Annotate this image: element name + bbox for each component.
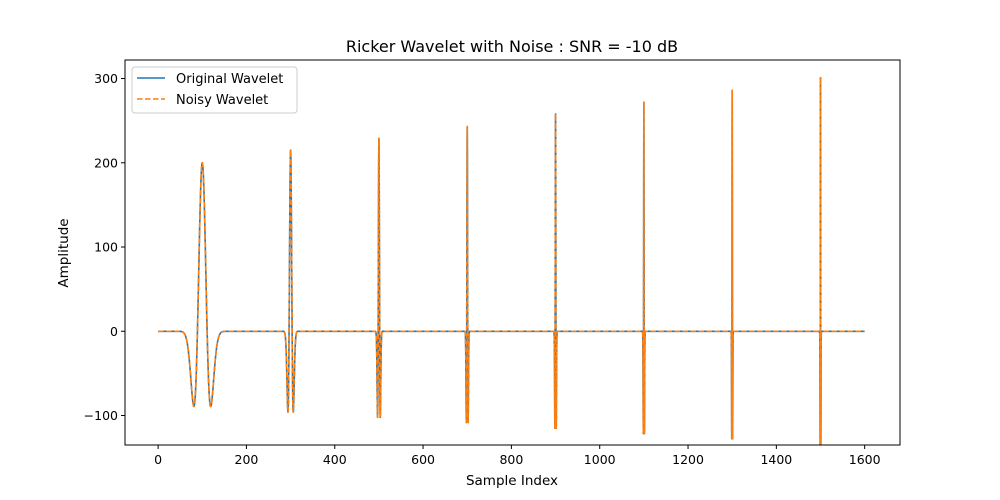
- x-tick-label: 200: [235, 452, 259, 467]
- wavelet-peak-point: [819, 76, 822, 79]
- y-tick-label: 0: [110, 324, 118, 339]
- legend-label-original: Original Wavelet: [176, 72, 283, 87]
- x-tick-label: 0: [154, 452, 162, 467]
- x-tick-label: 1000: [584, 452, 616, 467]
- wavelet-peak-point: [731, 89, 733, 92]
- plot-frame: [124, 59, 901, 446]
- x-tick-label: 1200: [672, 452, 704, 467]
- x-axis-ticks: 0 200 400 600 800 1000 1200 1400 1600: [154, 445, 881, 467]
- x-axis-label: Sample Index: [466, 473, 558, 489]
- series-original-wavelet: [157, 76, 866, 446]
- x-tick-label: 1600: [849, 452, 881, 467]
- wavelet-peak-point: [289, 149, 292, 151]
- wavelet-peak-point: [201, 161, 204, 164]
- wavelet-peak-point: [643, 101, 645, 103]
- y-tick-label: 300: [94, 71, 118, 86]
- legend-label-noisy: Noisy Wavelet: [176, 93, 268, 108]
- y-axis-label: Amplitude: [56, 218, 72, 287]
- legend: Original Wavelet Noisy Wavelet: [131, 66, 298, 114]
- y-axis-ticks: −100 0 100 200 300: [84, 71, 125, 423]
- x-tick-label: 1400: [760, 452, 792, 467]
- x-tick-label: 400: [323, 452, 347, 467]
- y-tick-label: −100: [84, 408, 118, 423]
- x-tick-label: 800: [499, 452, 523, 467]
- legend-box: [131, 66, 298, 114]
- x-tick-label: 600: [411, 452, 435, 467]
- y-tick-label: 100: [94, 240, 118, 255]
- wavelet-peak-point: [554, 113, 557, 115]
- series-layer: [157, 76, 866, 446]
- y-tick-label: 200: [94, 155, 118, 170]
- wavelet-peak-point: [378, 137, 380, 140]
- chart-title: Ricker Wavelet with Noise : SNR = -10 dB: [346, 37, 678, 56]
- wavelet-peak-point: [466, 125, 469, 128]
- series-noisy-wavelet: [157, 76, 866, 446]
